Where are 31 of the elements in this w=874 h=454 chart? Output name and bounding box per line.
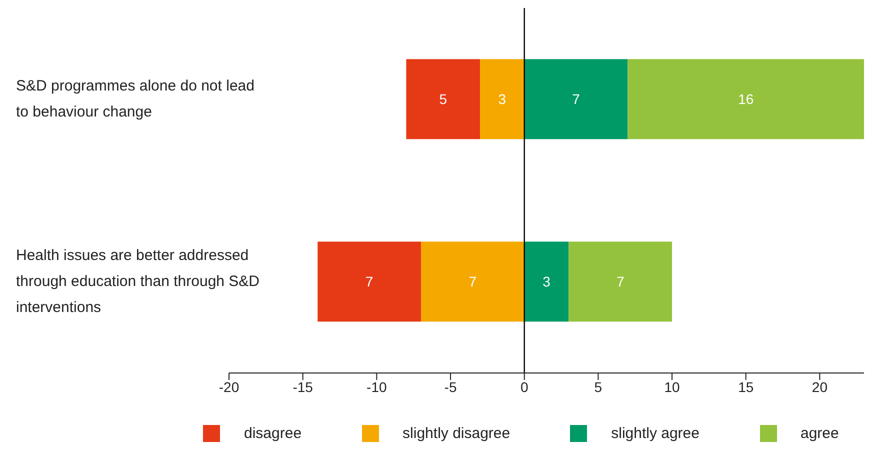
bar xyxy=(568,242,672,322)
bar xyxy=(628,59,864,140)
data-label: 7 xyxy=(365,274,374,290)
bar xyxy=(524,59,628,140)
x-tick-label: -5 xyxy=(444,378,457,395)
data-label: 7 xyxy=(616,274,624,290)
bar xyxy=(480,59,524,140)
legend-label: slightly agree xyxy=(611,425,700,442)
bar xyxy=(524,242,569,322)
y-tick-label: S&D programmes alone do not lead to behaviour change xyxy=(16,77,254,120)
data-label: 3 xyxy=(542,274,551,290)
bar xyxy=(406,59,480,140)
x-tick-label: -20 xyxy=(218,378,240,395)
legend-label: slightly disagree xyxy=(402,425,510,442)
x-tick-label: 0 xyxy=(520,378,528,395)
legend-label: agree xyxy=(800,425,839,442)
x-tick-label: 10 xyxy=(664,378,680,395)
x-tick-label: -10 xyxy=(366,378,388,395)
x-tick-label: -15 xyxy=(292,378,314,395)
x-tick-label: 15 xyxy=(738,378,754,395)
y-tick-label: Health issues are better addressed through education than through S&D interventions xyxy=(16,246,260,316)
data-label: 7 xyxy=(572,91,580,108)
bar xyxy=(318,242,421,322)
data-label: 16 xyxy=(738,91,754,108)
data-label: 3 xyxy=(498,91,506,108)
x-tick-label: 20 xyxy=(812,378,828,395)
data-label: 5 xyxy=(439,91,448,108)
legend-label: disagree xyxy=(244,425,302,442)
bar xyxy=(420,242,524,322)
data-label: 7 xyxy=(468,274,477,290)
x-tick-label: 5 xyxy=(594,378,602,395)
